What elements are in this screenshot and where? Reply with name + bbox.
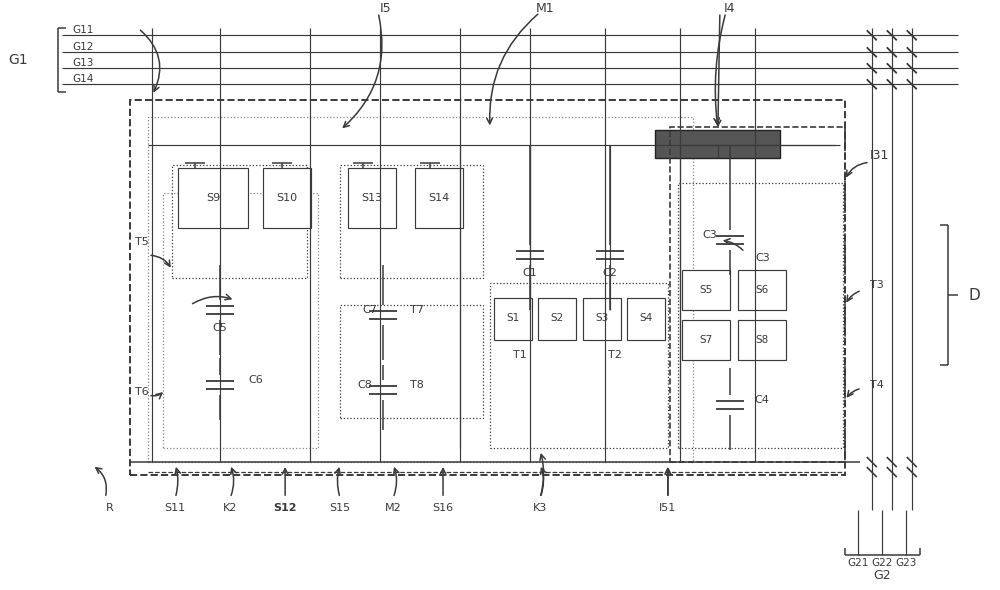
Text: G13: G13 — [72, 58, 94, 68]
Text: K2: K2 — [223, 503, 237, 513]
Bar — [178, 168, 248, 228]
Text: S3: S3 — [595, 313, 609, 323]
Text: T4: T4 — [870, 380, 884, 390]
Bar — [738, 320, 786, 360]
Text: S15: S15 — [330, 503, 351, 513]
Bar — [490, 283, 668, 448]
Text: G14: G14 — [72, 74, 94, 84]
Text: D: D — [969, 288, 981, 303]
Text: G2: G2 — [873, 569, 891, 582]
Text: S8: S8 — [755, 335, 768, 345]
Text: T8: T8 — [410, 380, 424, 390]
Text: S16: S16 — [432, 503, 454, 513]
Text: C4: C4 — [755, 395, 770, 405]
Text: C3: C3 — [703, 230, 717, 240]
Text: S2: S2 — [550, 313, 564, 323]
Text: S1: S1 — [506, 313, 520, 323]
Bar — [172, 165, 307, 278]
Text: S6: S6 — [755, 285, 768, 295]
Text: C6: C6 — [248, 375, 263, 385]
Text: I5: I5 — [379, 2, 391, 15]
Text: S11: S11 — [165, 503, 186, 513]
Text: C5: C5 — [213, 323, 228, 333]
Bar — [627, 298, 665, 340]
Text: M2: M2 — [385, 503, 401, 513]
Bar — [655, 130, 780, 158]
Bar — [340, 165, 483, 278]
Text: T3: T3 — [870, 280, 884, 290]
Bar — [682, 270, 730, 310]
Bar — [263, 168, 311, 228]
Bar — [494, 298, 532, 340]
Bar — [415, 168, 463, 228]
Text: T6: T6 — [135, 387, 149, 397]
Text: G1: G1 — [8, 53, 28, 67]
Text: C8: C8 — [358, 380, 373, 390]
Text: I31: I31 — [870, 149, 889, 162]
Bar — [682, 320, 730, 360]
Bar — [670, 127, 845, 462]
Bar — [340, 305, 483, 418]
Bar — [163, 194, 318, 448]
Text: S12: S12 — [273, 503, 297, 513]
Text: G11: G11 — [72, 25, 94, 35]
Text: C1: C1 — [523, 268, 537, 278]
Bar — [738, 270, 786, 310]
Text: M1: M1 — [536, 2, 554, 15]
Text: G21: G21 — [847, 558, 868, 568]
Bar — [130, 100, 845, 475]
Bar — [583, 298, 621, 340]
Text: T2: T2 — [608, 350, 622, 360]
Text: T7: T7 — [410, 305, 424, 315]
Text: R: R — [106, 503, 114, 513]
Text: S10: S10 — [277, 194, 298, 203]
Text: S5: S5 — [699, 285, 713, 295]
Text: I51: I51 — [659, 503, 677, 513]
Text: S9: S9 — [206, 194, 220, 203]
Bar — [538, 298, 576, 340]
Text: I4: I4 — [724, 2, 736, 15]
Text: T1: T1 — [513, 350, 527, 360]
Text: S4: S4 — [639, 313, 653, 323]
Text: G22: G22 — [871, 558, 892, 568]
Bar — [678, 183, 843, 448]
Bar — [348, 168, 396, 228]
Text: G12: G12 — [72, 42, 94, 53]
Text: K3: K3 — [533, 503, 547, 513]
Text: C2: C2 — [602, 268, 617, 278]
Text: C7: C7 — [363, 305, 378, 315]
Text: C3: C3 — [755, 253, 770, 263]
Text: T5: T5 — [135, 237, 149, 247]
Text: G23: G23 — [895, 558, 916, 568]
Text: S13: S13 — [362, 194, 383, 203]
Bar — [148, 117, 693, 462]
Text: S14: S14 — [428, 194, 450, 203]
Text: S7: S7 — [699, 335, 713, 345]
